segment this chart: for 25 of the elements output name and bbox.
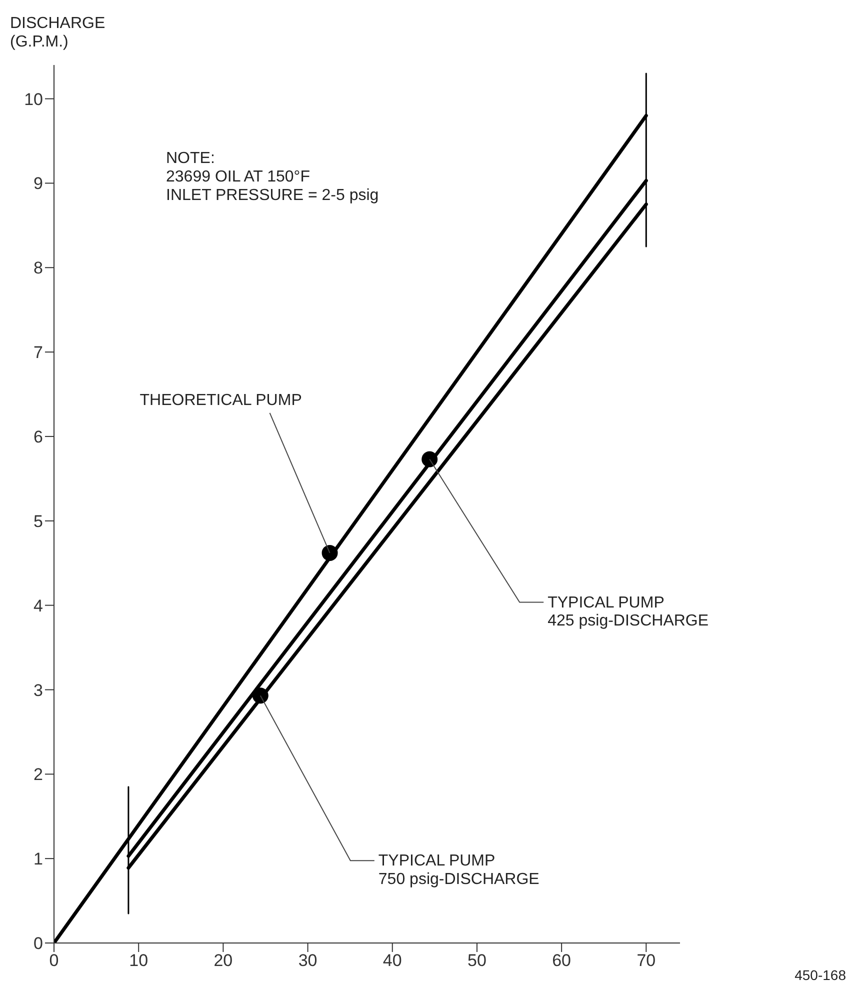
- y-tick-label: 5: [34, 512, 43, 531]
- y-tick-label: 4: [34, 596, 43, 616]
- y-tick-label: 8: [34, 258, 43, 278]
- x-tick-label: 20: [214, 951, 233, 970]
- x-tick-label: 70: [636, 951, 656, 970]
- text: 450-168: [794, 967, 846, 983]
- x-tick-label: 10: [129, 951, 148, 970]
- x-tick-label: 50: [468, 951, 486, 970]
- y-tick-label: 2: [34, 765, 43, 784]
- y-tick-label: 6: [34, 427, 43, 446]
- x-tick-label: 0: [49, 951, 59, 970]
- y-axis-title: DISCHARGE (G.P.M.): [10, 15, 106, 50]
- annotation: TYPICAL PUMP 425 psig-DISCHARGE: [548, 594, 709, 630]
- annotation: NOTE: 23699 OIL AT 150°F INLET PRESSURE = 2-5 psig: [166, 150, 379, 204]
- y-tick-label: 3: [34, 680, 43, 700]
- x-tick-label: 40: [382, 951, 402, 970]
- x-tick-label: 60: [552, 951, 572, 970]
- annotation: THEORETICAL PUMP: [140, 392, 302, 409]
- y-tick-label: 10: [24, 90, 43, 109]
- y-tick-label: 9: [34, 174, 43, 194]
- x-tick-label: 30: [298, 951, 318, 970]
- annotation: TYPICAL PUMP 750 psig-DISCHARGE: [378, 852, 540, 888]
- y-tick-label: 7: [34, 343, 43, 362]
- y-tick-label: 0: [34, 934, 43, 954]
- y-tick-label: 1: [34, 850, 43, 869]
